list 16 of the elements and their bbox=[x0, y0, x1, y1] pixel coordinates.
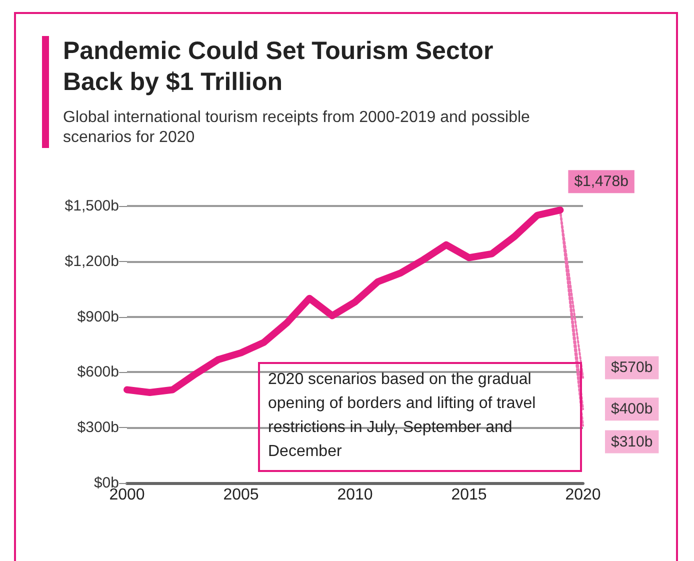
annotation: 2020 scenarios based on the gradual opening of borders and lifting of travel restrictions in July, September and December bbox=[258, 362, 582, 472]
data-label: $310b bbox=[611, 433, 653, 450]
y-tick-label: $600b bbox=[77, 364, 119, 381]
y-tick-label: $300b bbox=[77, 419, 119, 436]
data-label: $400b bbox=[611, 400, 653, 418]
x-tick-label: 2015 bbox=[451, 486, 487, 504]
y-tick-label: $1,200b bbox=[64, 252, 119, 270]
data-label: $570b bbox=[611, 359, 653, 376]
x-tick-label: 2010 bbox=[337, 486, 373, 504]
x-tick-label: 2005 bbox=[223, 486, 259, 504]
y-tick-label: $900b bbox=[77, 308, 119, 326]
chart-subtitle: Global international tourism receipts from 2000-2019 and possible scenarios for 2020 bbox=[63, 108, 531, 148]
y-tick-label: $1,500b bbox=[64, 198, 119, 214]
data-label: $1,478b bbox=[574, 173, 628, 190]
x-tick-label: 2020 bbox=[565, 486, 601, 504]
chart-title: Pandemic Could Set Tourism Sector Back by $1 Trillion bbox=[63, 36, 494, 98]
